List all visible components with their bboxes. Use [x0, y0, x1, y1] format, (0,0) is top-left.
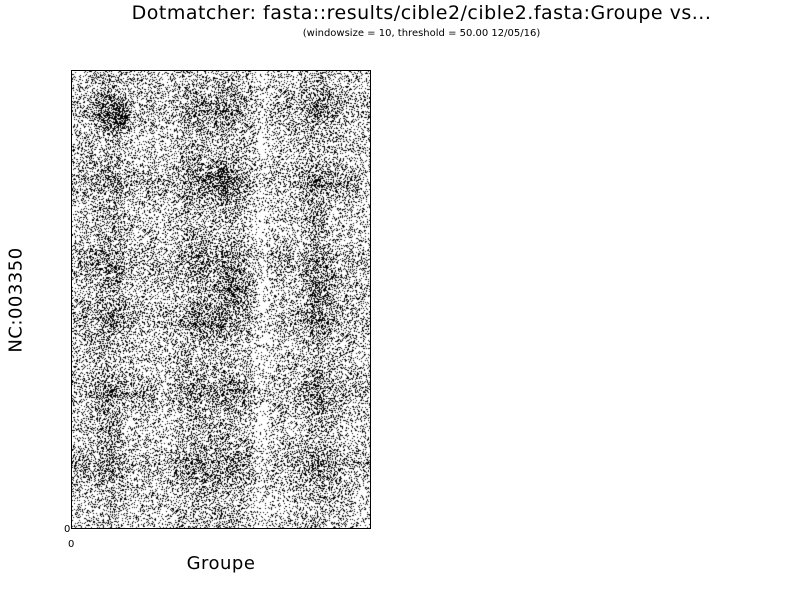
x-tick-label: 0: [68, 539, 75, 550]
x-axis-label: Groupe: [186, 553, 256, 574]
y-axis-label: NC:003350: [5, 247, 27, 353]
dotplot-area: [71, 70, 371, 529]
dotplot-points: [72, 71, 370, 528]
chart-title: Dotmatcher: fasta::results/cible2/cible2…: [131, 2, 712, 24]
y-tick-label: 0: [64, 524, 71, 535]
chart-subtitle: (windowsize = 10, threshold = 50.00 12/0…: [302, 28, 541, 39]
